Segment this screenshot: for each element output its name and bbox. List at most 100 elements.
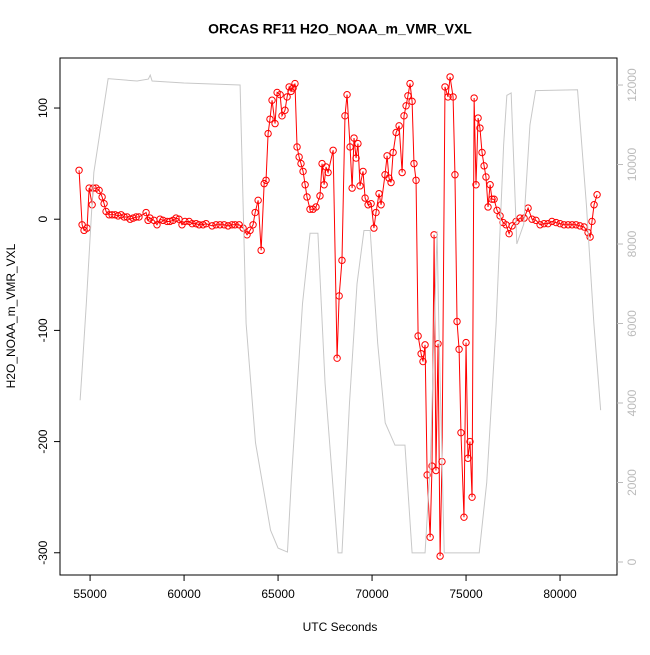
- x-tick-label: 70000: [355, 587, 389, 601]
- data-point: [552, 218, 560, 227]
- data-point: [316, 192, 324, 200]
- x-axis-label: UTC Seconds: [303, 620, 378, 634]
- data-point: [266, 115, 274, 123]
- data-point: [320, 181, 328, 189]
- data-point: [375, 189, 383, 198]
- data-point: [421, 341, 429, 349]
- data-point: [348, 184, 356, 192]
- data-point: [474, 114, 482, 122]
- data-point: [457, 428, 465, 437]
- data-point: [540, 219, 548, 228]
- y-axis-label: H2O_NOAA_m_VMR_VXL: [4, 243, 18, 388]
- data-point: [262, 176, 270, 185]
- data-point: [271, 119, 279, 128]
- data-point: [400, 112, 408, 120]
- data-point: [195, 221, 203, 229]
- data-point: [434, 340, 442, 348]
- data-point: [593, 191, 601, 199]
- data-point: [548, 217, 556, 226]
- data-point: [576, 222, 584, 230]
- data-point: [181, 217, 189, 226]
- data-point: [303, 193, 311, 201]
- data-point: [532, 216, 540, 225]
- data-point: [324, 168, 332, 177]
- data-point: [468, 493, 476, 501]
- data-point: [188, 219, 196, 228]
- y2-tick-label: 6000: [625, 310, 639, 337]
- plot-frame: [59, 57, 618, 576]
- x-tick-label: 75000: [449, 587, 483, 601]
- data-point: [220, 221, 228, 229]
- data-point: [350, 134, 358, 142]
- data-point: [246, 226, 254, 235]
- data-point: [488, 195, 496, 203]
- data-point: [586, 233, 594, 241]
- data-point: [528, 215, 536, 223]
- data-point: [249, 221, 257, 229]
- data-point: [460, 513, 468, 521]
- data-point: [228, 221, 236, 229]
- data-point: [428, 462, 436, 470]
- data-point: [299, 167, 307, 176]
- data-point: [444, 93, 452, 101]
- data-point: [419, 357, 427, 366]
- data-point: [100, 199, 108, 208]
- data-point: [441, 83, 449, 91]
- data-point: [95, 186, 103, 195]
- data-point: [264, 129, 272, 138]
- data-point: [293, 143, 301, 151]
- data-point: [251, 208, 259, 217]
- data-point: [432, 466, 440, 475]
- data-point: [312, 203, 320, 211]
- data-point: [486, 181, 494, 189]
- data-point: [556, 219, 564, 228]
- data-point: [588, 217, 596, 226]
- data-point: [395, 122, 403, 130]
- x-tick-label: 60000: [167, 587, 201, 601]
- data-point: [516, 214, 524, 222]
- data-point: [470, 94, 478, 102]
- data-point: [159, 216, 167, 225]
- data-point: [98, 193, 106, 201]
- x-tick-label: 65000: [261, 587, 295, 601]
- data-point: [370, 224, 378, 232]
- data-point: [404, 92, 412, 100]
- data-point: [412, 176, 420, 185]
- data-point: [408, 97, 416, 106]
- data-point: [301, 181, 309, 189]
- data-point: [455, 345, 463, 353]
- data-point: [436, 552, 444, 560]
- data-point: [254, 196, 262, 205]
- data-point: [283, 93, 291, 101]
- y2-tick-label: 10000: [625, 148, 639, 182]
- data-point: [278, 112, 286, 120]
- data-point: [372, 208, 380, 217]
- data-point: [568, 221, 576, 229]
- data-point: [505, 229, 513, 238]
- data-point: [402, 102, 410, 110]
- data-point: [493, 206, 501, 215]
- data-point: [423, 471, 431, 479]
- y-tick-label: 100: [36, 98, 50, 118]
- data-point: [329, 146, 337, 154]
- data-point: [289, 84, 297, 92]
- data-point: [142, 208, 150, 217]
- x-tick-label: 55000: [73, 587, 107, 601]
- data-point: [387, 178, 395, 187]
- data-point: [291, 79, 299, 88]
- data-point: [356, 182, 364, 190]
- data-point: [414, 332, 422, 340]
- data-point: [132, 213, 140, 221]
- data-point: [297, 159, 305, 168]
- data-point: [239, 224, 247, 232]
- data-point: [338, 256, 346, 265]
- data-point: [224, 222, 232, 230]
- data-point: [383, 152, 391, 160]
- y2-tick-label: 0: [625, 558, 639, 565]
- data-point: [385, 174, 393, 182]
- data-point: [135, 213, 143, 221]
- data-point: [564, 221, 572, 229]
- data-point: [476, 124, 484, 132]
